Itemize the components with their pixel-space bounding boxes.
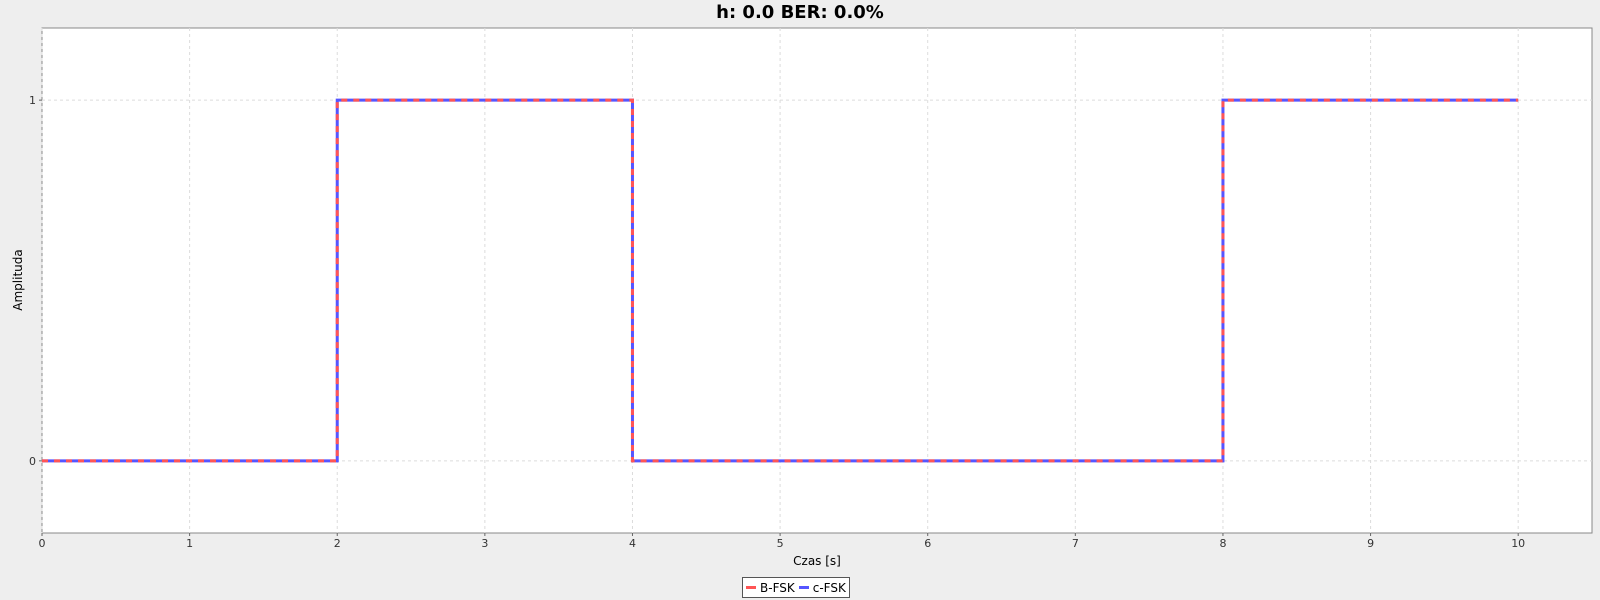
x-tick-label: 0: [39, 537, 46, 550]
legend-label-c-fsk: c-FSK: [812, 580, 846, 595]
x-tick-label: 2: [334, 537, 341, 550]
x-tick-label: 7: [1072, 537, 1079, 550]
x-tick-label: 5: [777, 537, 784, 550]
legend-item-c-fsk: c-FSK: [798, 580, 846, 595]
x-tick-label: 6: [924, 537, 931, 550]
y-axis-label: Amplituda: [11, 249, 25, 310]
x-tick-label: 9: [1367, 537, 1374, 550]
x-tick-label: 4: [629, 537, 636, 550]
axes: 0 1 2 3 4 5 6 7 8 9 10 0 1: [29, 94, 1525, 550]
plot-area: [41, 27, 1593, 534]
legend: B-FSK c-FSK: [742, 577, 850, 598]
x-tick-label: 10: [1511, 537, 1525, 550]
legend-item-b-fsk: B-FSK: [746, 581, 795, 595]
chart-title: h: 0.0 BER: 0.0%: [716, 2, 884, 23]
x-tick-label: 1: [186, 537, 193, 550]
legend-label-b-fsk: B-FSK: [760, 580, 795, 595]
x-tick-label: 8: [1219, 537, 1226, 550]
series-line-b-fsk: [42, 98, 1519, 463]
x-axis-label: Czas [s]: [793, 554, 841, 568]
y-tick-label: 0: [29, 455, 36, 468]
x-tick-label: 3: [481, 537, 488, 550]
y-tick-label: 1: [29, 94, 36, 107]
legend-swatch-b-fsk: [746, 586, 756, 589]
series-layer: [42, 98, 1519, 463]
legend-swatch-c-fsk: [798, 586, 809, 589]
